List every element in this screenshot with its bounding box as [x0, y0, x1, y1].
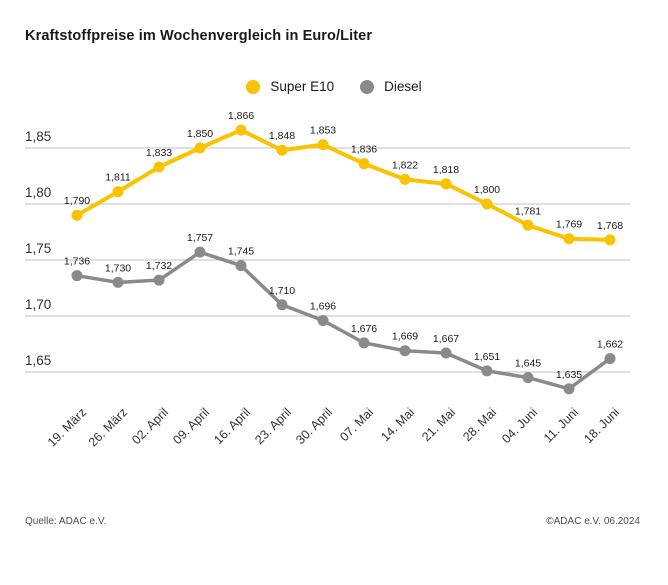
svg-text:1,730: 1,730 — [105, 262, 131, 274]
svg-text:1,768: 1,768 — [597, 220, 623, 232]
svg-text:30. April: 30. April — [293, 405, 335, 447]
svg-text:1,75: 1,75 — [25, 241, 51, 256]
svg-text:1,853: 1,853 — [310, 125, 336, 137]
svg-text:16. April: 16. April — [211, 405, 253, 447]
svg-text:11. Juni: 11. Juni — [541, 405, 581, 445]
svg-text:1,757: 1,757 — [187, 232, 213, 244]
legend-label-super-e10: Super E10 — [270, 79, 335, 94]
diesel-swatch-icon — [360, 79, 375, 94]
svg-text:1,669: 1,669 — [392, 331, 418, 343]
svg-text:1,65: 1,65 — [25, 353, 51, 368]
svg-text:28. Mai: 28. Mai — [460, 405, 499, 444]
legend-item-super-e10: Super E10 — [246, 79, 334, 94]
svg-text:1,811: 1,811 — [105, 172, 131, 184]
super-e10-swatch-icon — [246, 79, 261, 94]
svg-text:1,80: 1,80 — [25, 185, 51, 200]
svg-text:21. Mai: 21. Mai — [419, 405, 458, 444]
svg-text:1,833: 1,833 — [146, 147, 172, 159]
copyright-note: ©ADAC e.V. 06.2024 — [546, 516, 640, 527]
svg-text:1,781: 1,781 — [515, 205, 541, 217]
svg-text:09. April: 09. April — [170, 405, 212, 447]
svg-text:04. Juni: 04. Juni — [499, 405, 540, 446]
svg-text:1,85: 1,85 — [25, 129, 51, 144]
legend-item-diesel: Diesel — [360, 79, 422, 94]
series-diesel: 1,736 1,730 1,732 1,757 1,745 1,710 1,696 1,676… — [64, 232, 623, 395]
legend-label-diesel: Diesel — [384, 79, 422, 94]
svg-text:23. April: 23. April — [252, 405, 294, 447]
svg-text:14. Mai: 14. Mai — [378, 405, 417, 444]
svg-text:1,70: 1,70 — [25, 297, 51, 312]
svg-text:1,696: 1,696 — [310, 300, 336, 312]
svg-text:1,800: 1,800 — [474, 184, 500, 196]
svg-text:18. Juni: 18. Juni — [581, 405, 622, 446]
svg-text:1,818: 1,818 — [433, 164, 459, 176]
svg-text:1,635: 1,635 — [556, 369, 582, 381]
svg-text:02. April: 02. April — [129, 405, 171, 447]
svg-text:1,769: 1,769 — [556, 219, 582, 231]
svg-text:1,790: 1,790 — [64, 195, 90, 207]
y-axis-labels: 1,85 1,80 1,75 1,70 1,65 — [25, 129, 51, 368]
svg-text:1,732: 1,732 — [146, 260, 172, 272]
source-note: Quelle: ADAC e.V. — [25, 516, 107, 527]
svg-text:1,848: 1,848 — [269, 130, 295, 142]
series-super-e10: 1,790 1,811 1,833 1,850 1,866 1,848 1,853 1,836… — [64, 110, 623, 246]
svg-text:1,866: 1,866 — [228, 110, 254, 122]
svg-text:1,836: 1,836 — [351, 144, 377, 156]
svg-text:1,651: 1,651 — [474, 351, 500, 363]
svg-text:1,676: 1,676 — [351, 323, 377, 335]
svg-text:07. Mai: 07. Mai — [337, 405, 376, 444]
svg-text:1,710: 1,710 — [269, 285, 295, 297]
svg-text:1,822: 1,822 — [392, 159, 418, 171]
svg-text:1,662: 1,662 — [597, 339, 623, 351]
svg-text:1,667: 1,667 — [433, 333, 459, 345]
svg-text:19. März: 19. März — [45, 405, 89, 449]
svg-text:1,645: 1,645 — [515, 358, 541, 370]
svg-text:1,850: 1,850 — [187, 128, 213, 140]
svg-text:1,736: 1,736 — [64, 256, 90, 268]
chart-title: Kraftstoffpreise im Wochenvergleich in E… — [25, 28, 373, 44]
svg-text:26. März: 26. März — [86, 405, 130, 449]
svg-text:1,745: 1,745 — [228, 246, 254, 258]
legend: Super E10 Diesel — [0, 79, 668, 94]
